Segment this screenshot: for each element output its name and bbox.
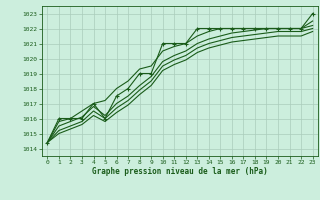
X-axis label: Graphe pression niveau de la mer (hPa): Graphe pression niveau de la mer (hPa) — [92, 167, 268, 176]
